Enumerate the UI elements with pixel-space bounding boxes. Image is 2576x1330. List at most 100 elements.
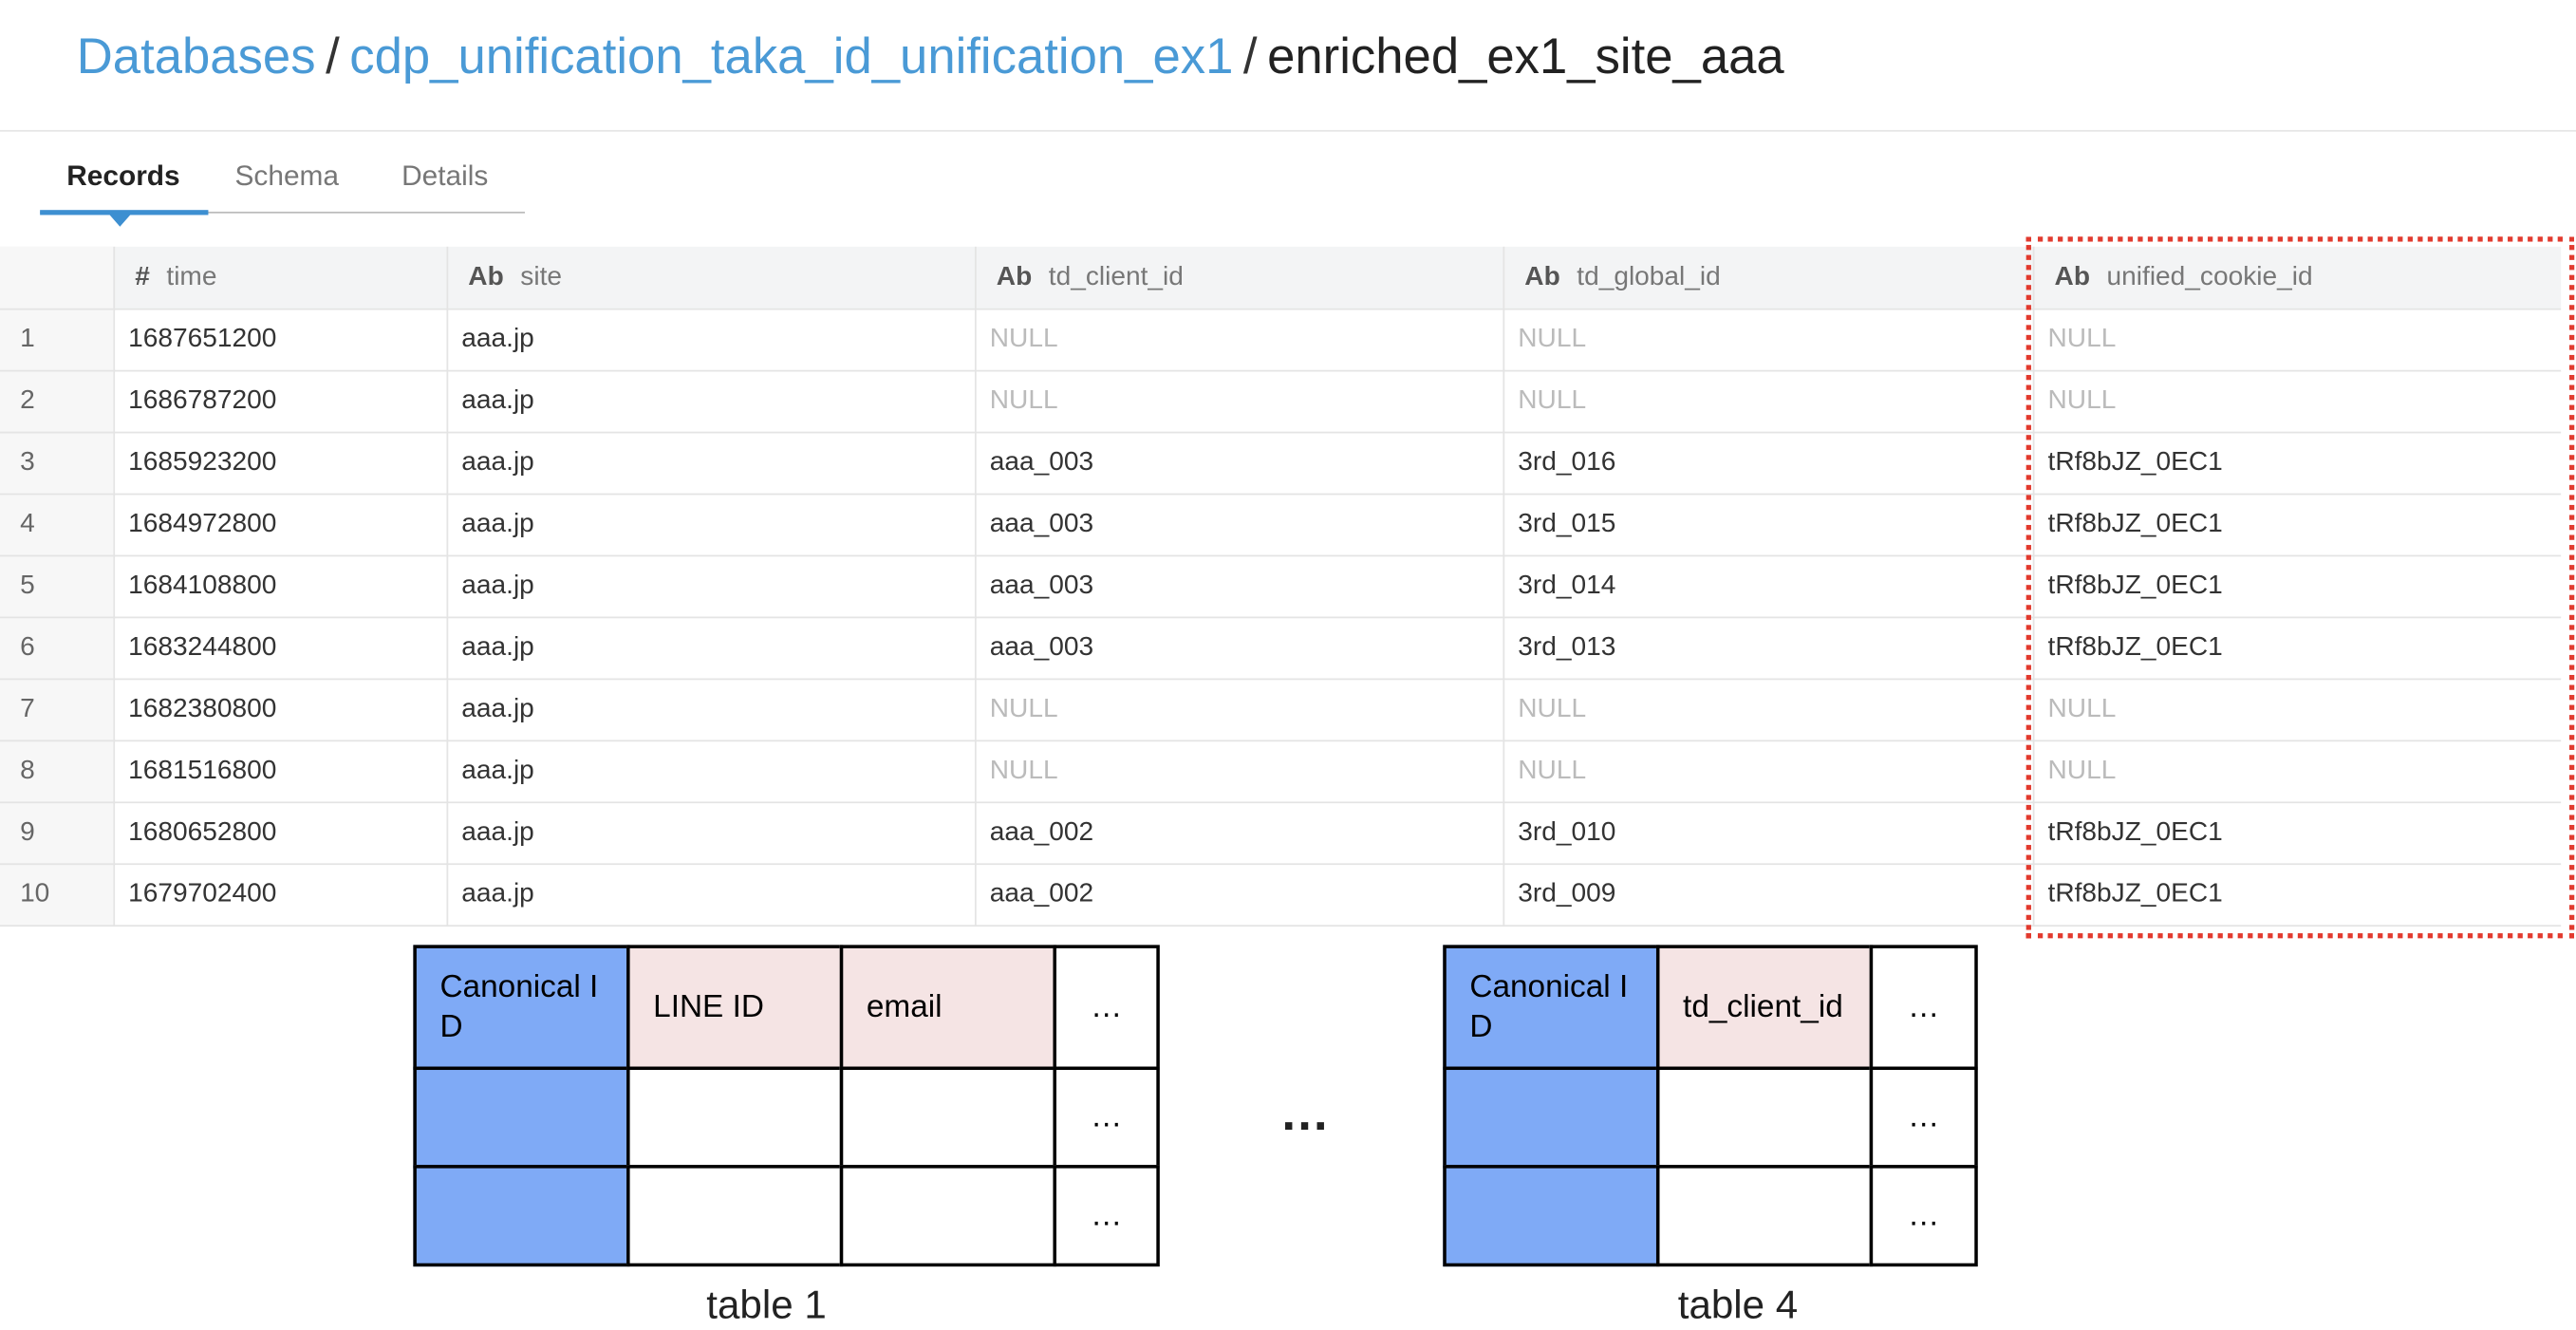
row-rule xyxy=(0,678,2562,681)
cell: 1682380800 xyxy=(128,694,277,723)
tab[interactable]: Schema xyxy=(234,159,340,192)
table-caption: table 1 xyxy=(706,1283,827,1329)
column-header: Ab td_client_id xyxy=(975,247,1503,309)
header-cell: Canonical ID xyxy=(413,945,630,1071)
ellipsis: … xyxy=(1279,1086,1330,1142)
tab-underline xyxy=(40,210,209,215)
cell: 3rd_016 xyxy=(1518,447,1616,477)
cell: aaa_003 xyxy=(989,632,1094,662)
cell: aaa_003 xyxy=(989,571,1094,600)
column-name: time xyxy=(166,262,217,291)
column-rule xyxy=(1503,246,1505,927)
cell: aaa.jp xyxy=(461,632,534,662)
column-rule xyxy=(2032,246,2035,927)
breadcrumb-link[interactable]: Databases xyxy=(76,29,316,85)
row-number: 5 xyxy=(20,571,35,600)
column-name: site xyxy=(520,262,563,291)
row-number: 2 xyxy=(20,385,35,415)
body-cell xyxy=(626,1066,844,1169)
cell: NULL xyxy=(1518,385,1587,415)
cell: aaa_002 xyxy=(989,817,1094,846)
body-cell xyxy=(1443,1066,1660,1169)
cell: aaa.jp xyxy=(461,756,534,784)
type-icon: Ab xyxy=(996,262,1033,291)
row-number: 8 xyxy=(20,756,35,784)
column-name: td_client_id xyxy=(1048,262,1184,291)
breadcrumb-current: enriched_ex1_site_aaa xyxy=(1267,29,1784,85)
column-name: unified_cookie_id xyxy=(2106,262,2313,291)
cell: tRf8bJZ_0EC1 xyxy=(2047,879,2223,908)
cell: tRf8bJZ_0EC1 xyxy=(2047,632,2223,662)
cell: 1679702400 xyxy=(128,879,277,908)
cell: aaa.jp xyxy=(461,879,534,908)
column-header: Ab td_global_id xyxy=(1503,247,2032,309)
cell: 3rd_010 xyxy=(1518,817,1616,846)
cell: aaa.jp xyxy=(461,324,534,353)
index-bg xyxy=(0,246,114,927)
header-cell: … xyxy=(1869,945,1978,1071)
cell: aaa.jp xyxy=(461,817,534,846)
highlight-box xyxy=(2025,236,2575,939)
body-cell xyxy=(1443,1165,1660,1267)
column-header: Ab unified_cookie_id xyxy=(2033,247,2561,309)
column-rule xyxy=(974,246,977,927)
cell: aaa.jp xyxy=(461,509,534,538)
header-cell: … xyxy=(1053,945,1160,1071)
divider xyxy=(0,129,2576,132)
column-rule xyxy=(113,246,116,927)
body-cell: … xyxy=(1869,1066,1978,1169)
tab-rule xyxy=(40,211,525,214)
header-cell: email xyxy=(839,945,1056,1071)
type-icon: Ab xyxy=(1524,262,1560,291)
cell: NULL xyxy=(1518,324,1587,353)
separator: / xyxy=(1242,29,1258,85)
cell: 3rd_009 xyxy=(1518,879,1616,908)
row-rule xyxy=(0,493,2562,496)
cell: NULL xyxy=(989,324,1058,353)
tab[interactable]: Details xyxy=(401,159,489,192)
body-cell: … xyxy=(1053,1066,1160,1169)
type-icon: Ab xyxy=(2054,262,2090,291)
row-number: 3 xyxy=(20,447,35,477)
cell: tRf8bJZ_0EC1 xyxy=(2047,509,2223,538)
cell: NULL xyxy=(989,385,1058,415)
column-rule xyxy=(446,246,449,927)
row-number: 6 xyxy=(20,632,35,662)
row-rule xyxy=(0,369,2562,372)
header-cell: td_client_id xyxy=(1655,945,1874,1071)
cell: aaa.jp xyxy=(461,571,534,600)
cell: NULL xyxy=(1518,694,1587,723)
column-header: # time xyxy=(113,247,446,309)
cell: 1684972800 xyxy=(128,509,277,538)
cell: 1685923200 xyxy=(128,447,277,477)
cell: NULL xyxy=(2047,324,2117,353)
cell: 3rd_014 xyxy=(1518,571,1616,600)
records-table: # time Ab site Ab td_client_id Ab td_global_id A… xyxy=(0,246,2562,927)
tab[interactable]: Records xyxy=(66,159,180,192)
cell: 1681516800 xyxy=(128,756,277,784)
breadcrumb-link[interactable]: cdp_unification_taka_id_unification_ex1 xyxy=(349,29,1234,85)
cell: 1680652800 xyxy=(128,817,277,846)
body-cell xyxy=(839,1165,1056,1267)
cell: aaa_002 xyxy=(989,879,1094,908)
body-cell xyxy=(413,1165,630,1267)
cell: 3rd_013 xyxy=(1518,632,1616,662)
cell: tRf8bJZ_0EC1 xyxy=(2047,447,2223,477)
type-icon: # xyxy=(135,262,150,291)
column-header: Ab site xyxy=(446,247,974,309)
separator: / xyxy=(326,29,340,85)
cell: NULL xyxy=(1518,756,1587,784)
row-rule xyxy=(0,431,2562,434)
tab-pointer xyxy=(108,213,132,227)
column-name: td_global_id xyxy=(1577,262,1721,291)
cell: aaa_003 xyxy=(989,447,1094,477)
row-rule xyxy=(0,616,2562,619)
row-rule xyxy=(0,554,2562,557)
cell: aaa.jp xyxy=(461,694,534,723)
body-cell xyxy=(1655,1066,1874,1169)
row-rule xyxy=(0,740,2562,742)
body-cell xyxy=(1655,1165,1874,1267)
row-number: 4 xyxy=(20,509,35,538)
